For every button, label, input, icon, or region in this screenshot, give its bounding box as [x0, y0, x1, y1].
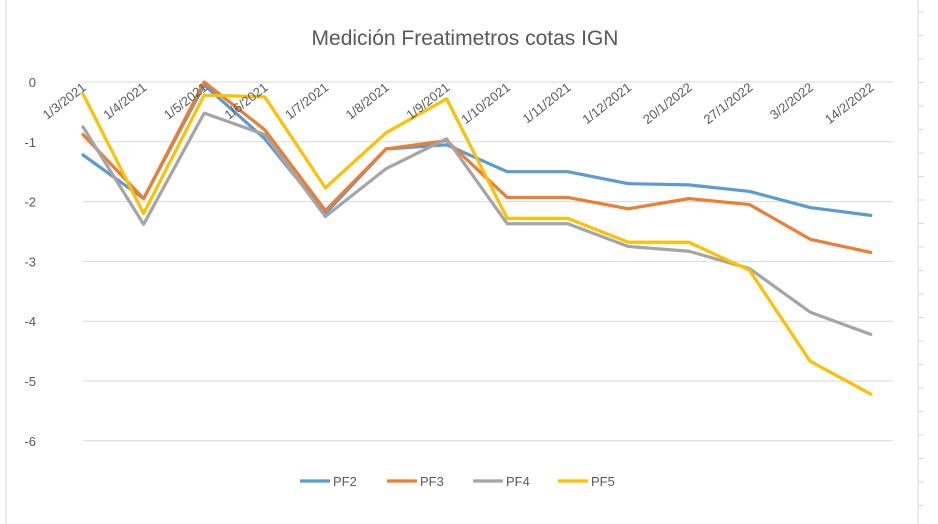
y-tick-label: -4: [24, 314, 36, 329]
legend-label-pf3: PF3: [420, 474, 444, 489]
y-tick-label: -1: [24, 135, 36, 150]
chart-title: Medición Freatimetros cotas IGN: [312, 27, 619, 50]
x-tick-label: 1/10/2021: [458, 80, 513, 127]
series-line-pf5: [81, 92, 873, 396]
y-tick-label: -5: [24, 374, 36, 389]
x-tick-label: 1/8/2021: [343, 80, 392, 123]
series-line-pf4: [81, 111, 873, 336]
x-tick-label: 20/1/2022: [640, 80, 695, 127]
legend: PF2 PF3 PF4 PF5: [300, 474, 615, 489]
series-lines: [81, 80, 873, 396]
y-tick-label: -2: [24, 195, 36, 210]
x-tick-label: 1/3/2021: [40, 80, 89, 123]
x-tick-label: 1/4/2021: [100, 80, 149, 123]
legend-label-pf4: PF4: [506, 474, 530, 489]
y-axis-ticks: 0 -1 -2 -3 -4 -5 -6: [24, 75, 36, 449]
right-axis-ticks: [918, 11, 924, 506]
legend-label-pf2: PF2: [333, 474, 357, 489]
x-tick-label: 1/12/2021: [579, 80, 634, 127]
y-tick-label: -3: [24, 254, 36, 269]
y-tick-label: 0: [29, 75, 36, 90]
y-tick-label: -6: [24, 434, 36, 449]
x-tick-label: 1/11/2021: [520, 80, 574, 127]
series-line-pf3: [81, 80, 873, 255]
x-tick-label: 27/1/2022: [701, 80, 756, 127]
gridlines: [83, 81, 893, 442]
x-tick-label: 14/2/2022: [822, 80, 877, 127]
x-tick-label: 3/2/2022: [767, 80, 816, 123]
legend-label-pf5: PF5: [591, 474, 615, 489]
x-tick-label: 1/7/2021: [282, 80, 331, 123]
